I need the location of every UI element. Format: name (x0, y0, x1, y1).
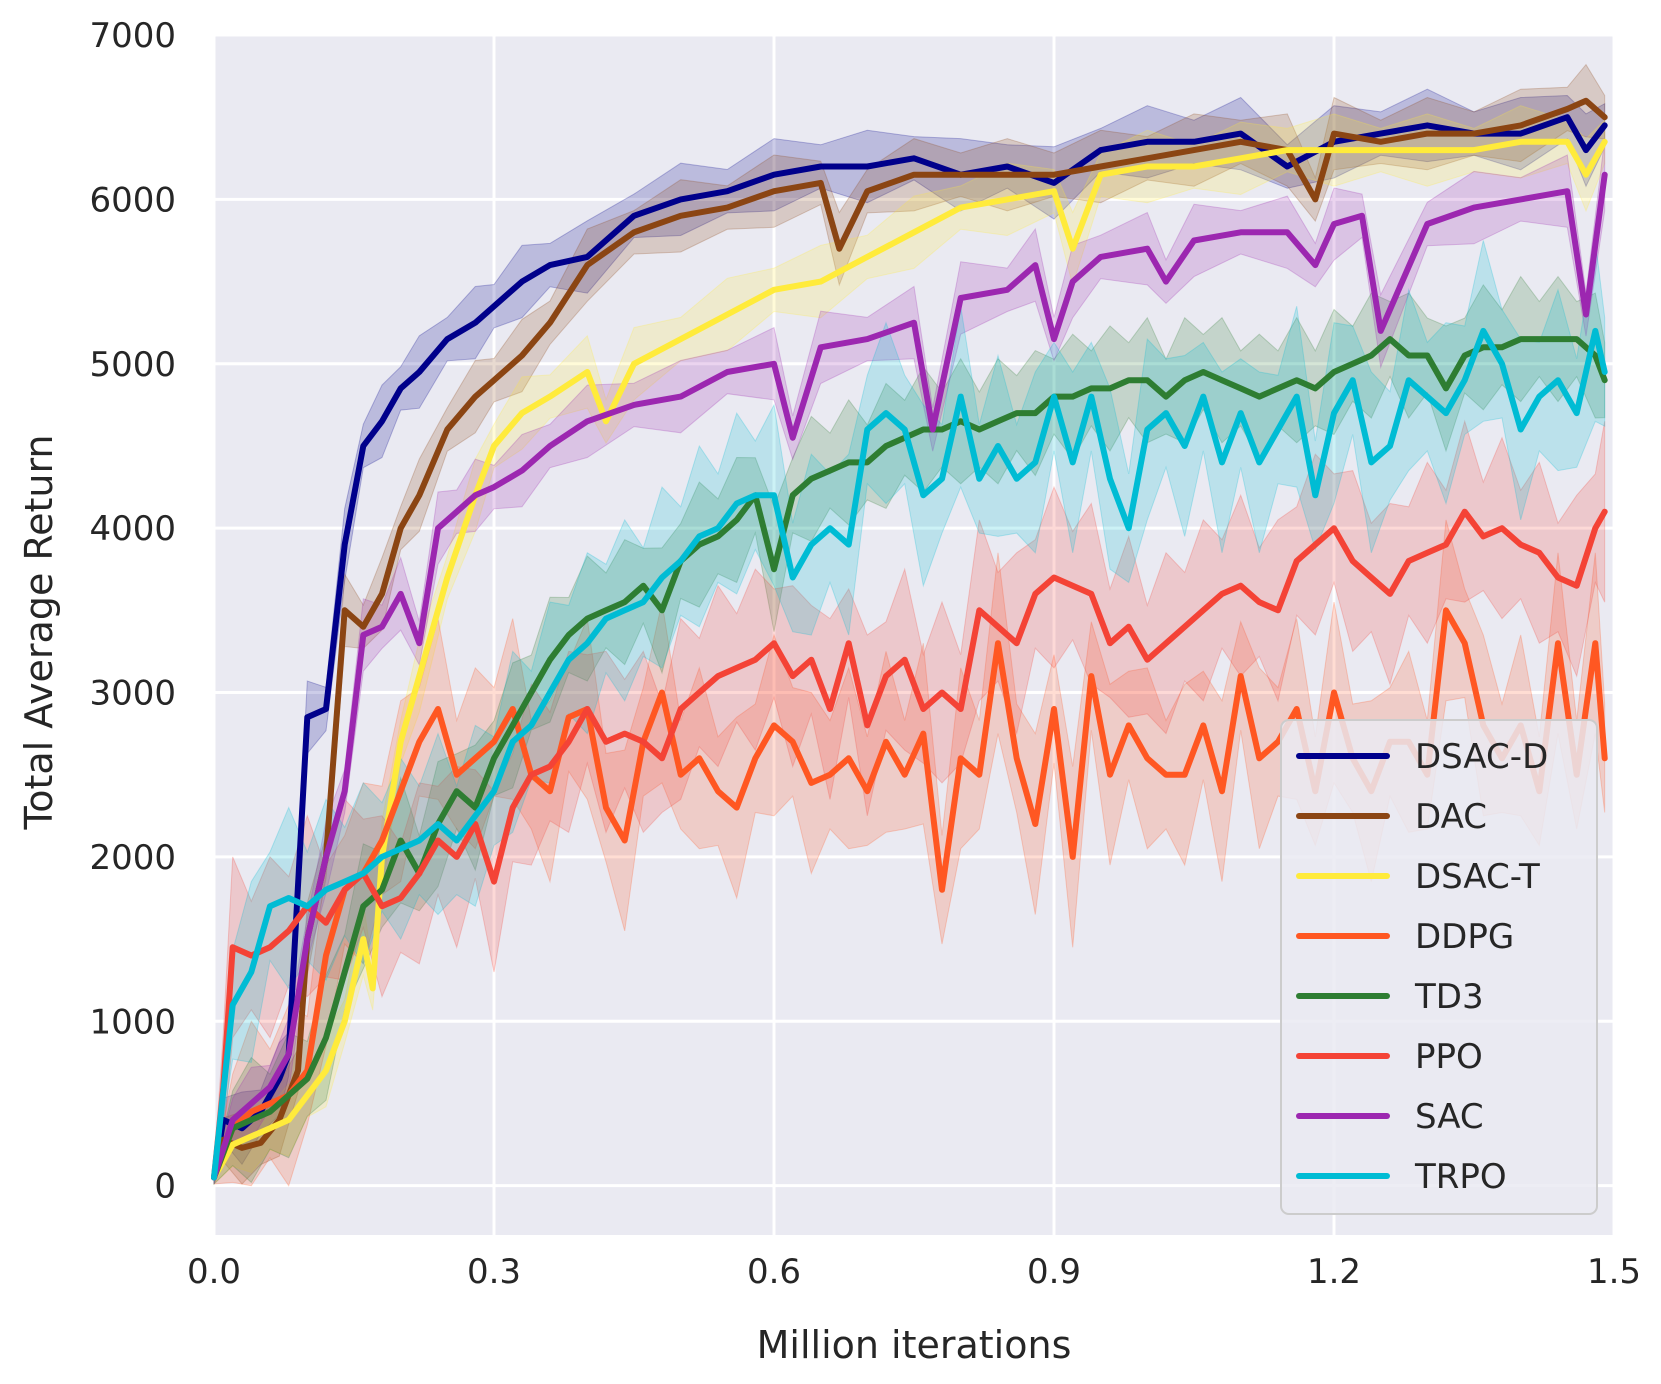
y-tick-label: 6000 (89, 180, 176, 220)
legend-label: DDPG (1415, 917, 1514, 957)
x-axis-label: Million iterations (757, 1323, 1072, 1367)
y-tick-label: 4000 (89, 509, 176, 549)
series-line-dsac-d (211, 114, 1608, 1181)
y-tick-label: 1000 (89, 1002, 176, 1042)
legend-label: DAC (1415, 797, 1487, 837)
x-tick-labels: 0.0 0.3 0.6 0.9 1.2 1.5 (187, 1252, 1641, 1292)
series-line-dsac-t (211, 138, 1608, 1181)
series-line-dac (211, 97, 1608, 1181)
variance-bands (213, 63, 1606, 1187)
y-tick-label: 0 (154, 1167, 176, 1207)
band-td3 (213, 275, 1606, 1186)
legend-label: DSAC-T (1415, 857, 1540, 897)
x-tick-label: 0.9 (1027, 1252, 1081, 1292)
series-line-td3 (211, 336, 1608, 1181)
legend-label: DSAC-D (1415, 737, 1548, 777)
legend: DSAC-D DAC DSAC-T DDPG TD3 PPO SAC TRPO (1280, 719, 1598, 1215)
legend-label: TRPO (1414, 1157, 1507, 1197)
y-tick-label: 5000 (89, 345, 176, 385)
legend-label: TD3 (1414, 977, 1484, 1017)
series-line-ppo (211, 508, 1608, 1181)
band-ppo (213, 419, 1606, 1185)
y-axis-label: Total Average Return (17, 434, 61, 830)
legend-box (1280, 719, 1598, 1215)
x-tick-label: 1.5 (1587, 1252, 1641, 1292)
y-tick-label: 3000 (89, 674, 176, 714)
series-line-trpo (211, 327, 1608, 1181)
x-tick-label: 0.0 (187, 1252, 241, 1292)
series-line-sac (211, 171, 1608, 1181)
band-sac (213, 138, 1606, 1185)
band-trpo (213, 240, 1606, 1185)
legend-label: PPO (1415, 1037, 1483, 1077)
y-tick-label: 7000 (89, 16, 176, 56)
x-tick-label: 1.2 (1307, 1252, 1361, 1292)
x-tick-label: 0.6 (747, 1252, 801, 1292)
x-tick-label: 0.3 (467, 1252, 521, 1292)
band-dsac-t (213, 105, 1606, 1186)
y-tick-label: 2000 (89, 838, 176, 878)
legend-label: SAC (1415, 1097, 1484, 1137)
y-tick-labels: 0 1000 2000 3000 4000 5000 6000 7000 (89, 16, 176, 1207)
